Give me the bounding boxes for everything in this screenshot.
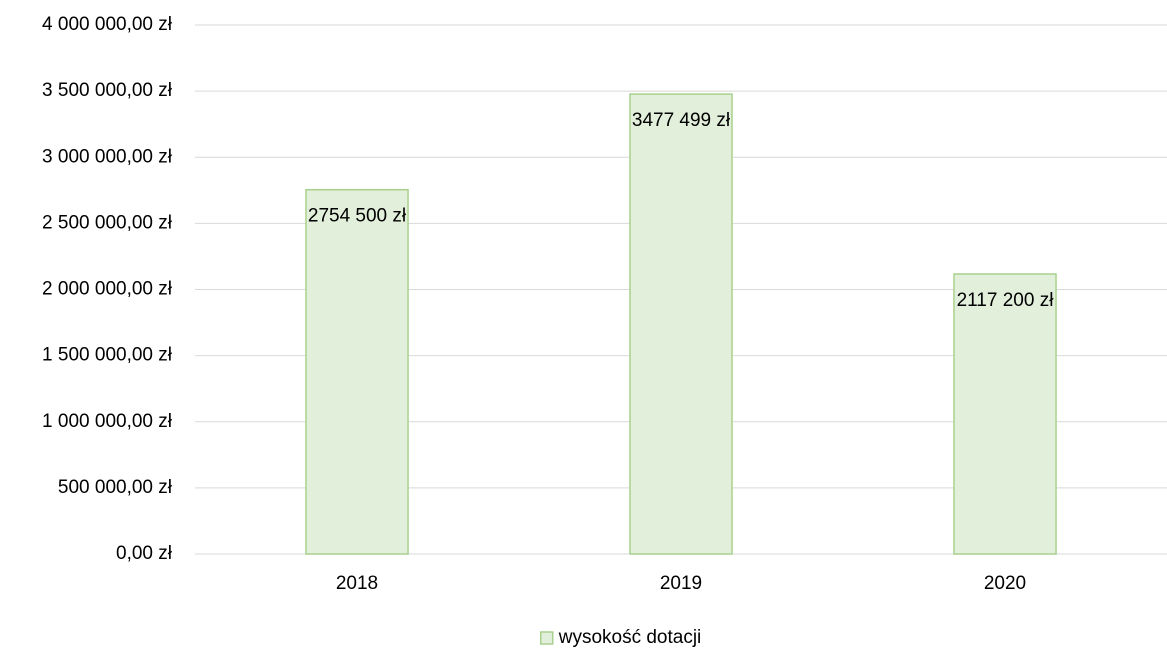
y-tick-label: 1 000 000,00 zł bbox=[42, 411, 173, 432]
x-tick-label: 2018 bbox=[336, 573, 378, 594]
legend-swatch bbox=[539, 631, 554, 645]
y-tick-label: 500 000,00 zł bbox=[58, 477, 173, 498]
legend-label: wysokość dotacji bbox=[558, 627, 702, 648]
y-tick-label: 2 000 000,00 zł bbox=[42, 279, 173, 300]
y-tick-label: 2 500 000,00 zł bbox=[42, 212, 173, 233]
bar bbox=[629, 93, 733, 555]
y-tick-label: 4 000 000,00 zł bbox=[42, 14, 173, 35]
x-tick-label: 2019 bbox=[660, 573, 702, 594]
data-label: 2754 500 zł bbox=[308, 206, 407, 227]
x-tick-label: 2020 bbox=[984, 573, 1026, 594]
y-tick-label: 0,00 zł bbox=[116, 543, 173, 564]
y-tick-label: 3 000 000,00 zł bbox=[42, 146, 173, 167]
y-tick-label: 3 500 000,00 zł bbox=[42, 80, 173, 101]
bar bbox=[953, 273, 1057, 555]
y-tick-label: 1 500 000,00 zł bbox=[42, 345, 173, 366]
data-label: 2117 200 zł bbox=[957, 290, 1055, 311]
data-label: 3477 499 zł bbox=[632, 110, 731, 131]
bar bbox=[305, 188, 409, 555]
